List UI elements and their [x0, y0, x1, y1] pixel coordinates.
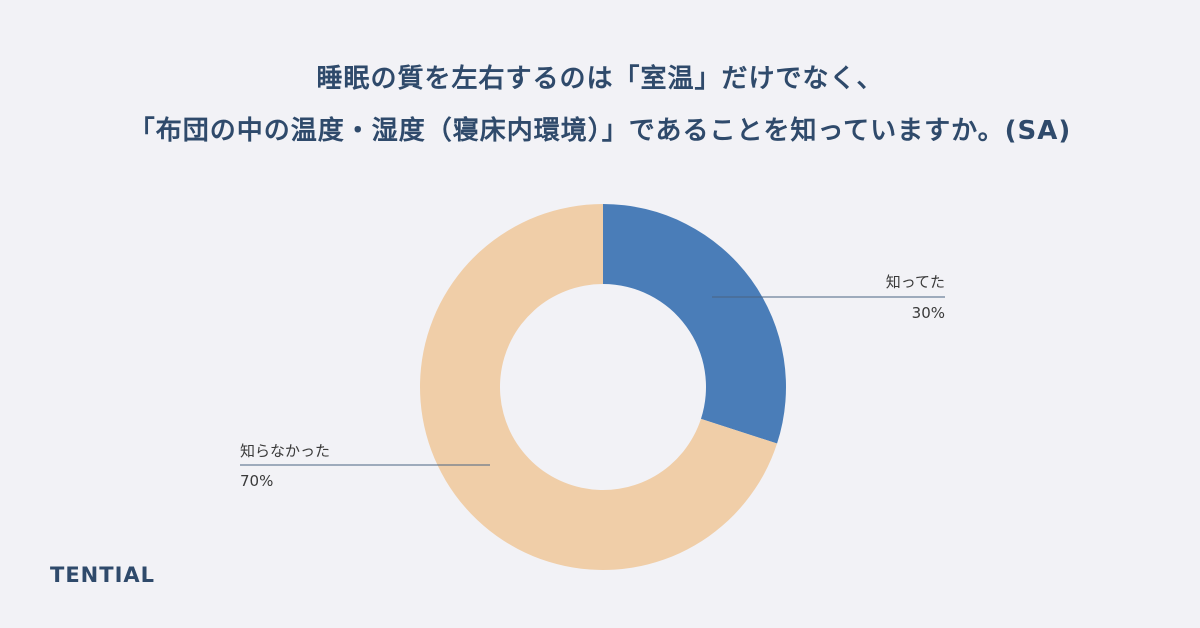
- chart-title-line-1: 睡眠の質を左右するのは「室温」だけでなく、: [316, 64, 884, 94]
- chart-title-line-2: 「布団の中の温度・湿度（寝床内環境）」であることを知っていますか。(SA): [128, 116, 1072, 146]
- pie-slice-2: [419, 204, 778, 570]
- tential-logo: TENTIAL: [50, 563, 156, 587]
- slice-value-label-2: 70%: [240, 472, 273, 490]
- slice-label-1: 知ってた: [886, 273, 945, 291]
- pie-slice-1: [603, 204, 786, 444]
- slice-label-2: 知らなかった: [240, 442, 330, 460]
- slice-value-label-1: 30%: [912, 304, 945, 322]
